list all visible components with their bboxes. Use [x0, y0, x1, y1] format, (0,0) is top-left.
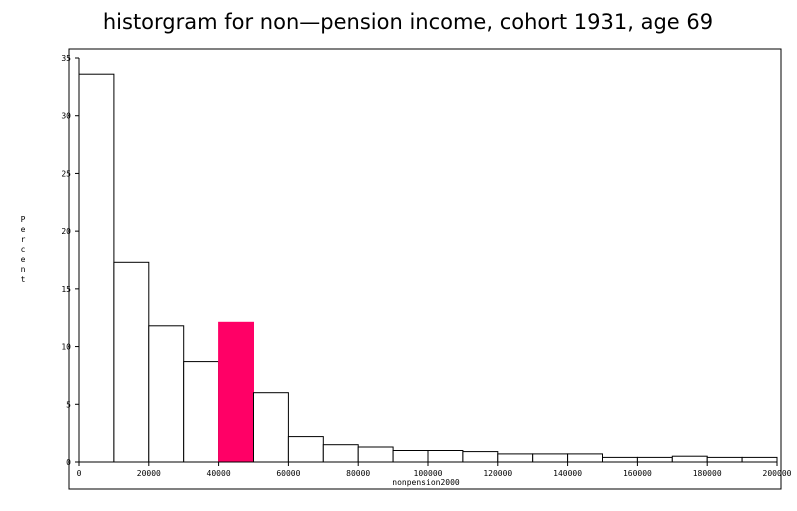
- histogram-bar-highlighted: [218, 321, 255, 463]
- x-tick-label: 20000: [137, 469, 161, 478]
- y-tick-label: 10: [61, 343, 71, 352]
- x-tick-label: 0: [77, 469, 82, 478]
- histogram-bar: [671, 455, 708, 463]
- y-tick-label: 15: [61, 285, 71, 294]
- histogram-bar: [602, 456, 638, 463]
- y-tick-label: 5: [66, 400, 71, 409]
- x-tick-label: 120000: [483, 469, 512, 478]
- x-tick-label: 80000: [346, 469, 370, 478]
- y-axis-label-letter: e: [21, 225, 26, 234]
- y-tick-label: 20: [61, 227, 71, 236]
- histogram-bar: [357, 446, 394, 463]
- histogram-bar: [287, 436, 324, 463]
- histogram-bar: [322, 444, 359, 463]
- histogram-bar: [148, 325, 185, 463]
- y-axis-label-letter: c: [21, 245, 26, 254]
- histogram-bar: [78, 73, 115, 463]
- histogram-bar: [497, 453, 534, 463]
- x-tick-label: 100000: [414, 469, 443, 478]
- x-axis-label: nonpension2000: [392, 478, 460, 487]
- histogram-bar: [427, 450, 464, 463]
- y-axis-label-letter: P: [21, 215, 26, 224]
- x-tick-label: 200000: [763, 469, 792, 478]
- x-tick-label: 60000: [276, 469, 300, 478]
- y-tick-label: 30: [61, 112, 71, 121]
- histogram-bar: [636, 456, 673, 463]
- x-tick-label: 180000: [693, 469, 722, 478]
- histogram-bar: [392, 450, 429, 463]
- histogram-bar: [183, 361, 220, 463]
- histogram-bar: [706, 456, 743, 463]
- histogram-bar: [741, 456, 778, 463]
- histogram-bar: [113, 261, 150, 463]
- y-tick-label: 0: [66, 458, 71, 467]
- x-tick-label: 40000: [207, 469, 231, 478]
- histogram-bar: [567, 453, 603, 463]
- bars-group: [78, 73, 778, 463]
- y-axis-label-letter: e: [21, 255, 26, 264]
- chart-frame: [68, 48, 782, 490]
- histogram-bar: [253, 392, 289, 463]
- y-axis-label-letter: r: [21, 235, 26, 244]
- y-tick-label: 35: [61, 54, 71, 63]
- x-tick-label: 140000: [553, 469, 582, 478]
- y-axis-label-letter: t: [21, 275, 26, 284]
- histogram-bar: [532, 453, 569, 463]
- y-axis-label-letter: n: [21, 265, 26, 274]
- y-tick-label: 25: [61, 169, 71, 178]
- chart-title: historgram for non—pension income, cohor…: [103, 10, 713, 34]
- x-axis-ticks: 0 20000 40000 60000 80000 100000 120000 140000 1…: [77, 462, 792, 478]
- y-axis-ticks: 0 5 10 15 20 25 30 35: [61, 54, 79, 467]
- histogram-bar: [462, 451, 499, 463]
- x-tick-label: 160000: [623, 469, 652, 478]
